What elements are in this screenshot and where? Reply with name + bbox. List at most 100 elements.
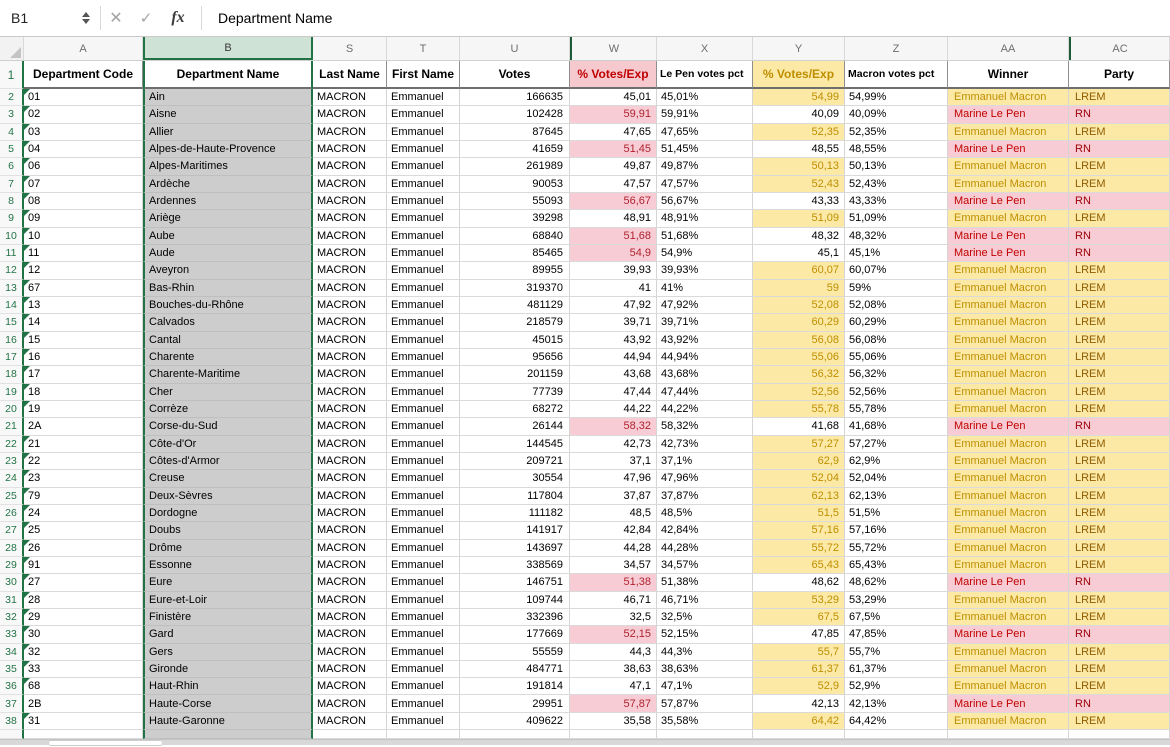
cell-last-name[interactable]: MACRON <box>313 175 387 193</box>
cell-first-name[interactable]: Emmanuel <box>387 158 460 176</box>
cell-macron-votes-exp[interactable]: 52,56 <box>753 383 845 401</box>
cell-votes[interactable]: 209721 <box>460 452 570 471</box>
row-number[interactable]: 31 <box>0 591 24 609</box>
cell-department-name[interactable]: Haute-Garonne <box>143 712 313 731</box>
spinner-up-icon[interactable] <box>82 12 90 17</box>
cell-lepen-votes-pct[interactable]: 34,57% <box>657 556 753 575</box>
cell-lepen-votes-exp[interactable]: 48,5 <box>570 504 657 523</box>
cell-last-name[interactable]: MACRON <box>313 712 387 731</box>
row-number[interactable]: 11 <box>0 244 24 263</box>
row-number[interactable]: 16 <box>0 331 24 349</box>
cell-first-name[interactable]: Emmanuel <box>387 608 460 627</box>
cell-department-name[interactable]: Ariège <box>143 210 313 228</box>
column-header-y[interactable]: Y <box>753 37 845 60</box>
cell-department-name[interactable]: Aude <box>143 244 313 263</box>
cell-macron-votes-exp[interactable]: 56,32 <box>753 366 845 384</box>
cell-winner[interactable]: Emmanuel Macron <box>948 452 1069 471</box>
cell-macron-votes-pct[interactable]: 52,9% <box>845 678 948 696</box>
cell-department-code[interactable]: 32 <box>24 643 143 661</box>
cell-lepen-votes-pct[interactable]: 51,38% <box>657 574 753 592</box>
cell-department-name[interactable]: Alpes-de-Haute-Provence <box>143 140 313 159</box>
cell-department-name[interactable]: Haute-Corse <box>143 695 313 713</box>
cell-last-name[interactable]: MACRON <box>313 522 387 540</box>
cell-department-code[interactable]: 22 <box>24 452 143 471</box>
row-number[interactable]: 14 <box>0 296 24 315</box>
cell-lepen-votes-exp[interactable]: 51,68 <box>570 227 657 245</box>
cell-last-name[interactable]: MACRON <box>313 210 387 228</box>
header-winner[interactable]: Winner <box>948 61 1069 89</box>
name-box-spinner[interactable] <box>82 12 90 24</box>
cell-last-name[interactable]: MACRON <box>313 400 387 419</box>
row-number[interactable]: 27 <box>0 522 24 540</box>
cell-department-name[interactable]: Aveyron <box>143 262 313 280</box>
cell-department-name[interactable]: Charente <box>143 348 313 367</box>
row-number[interactable]: 12 <box>0 262 24 280</box>
cell-department-code[interactable]: 29 <box>24 608 143 627</box>
cell-department-code[interactable]: 31 <box>24 712 143 731</box>
cell-macron-votes-pct[interactable]: 57,27% <box>845 435 948 453</box>
cell-first-name[interactable]: Emmanuel <box>387 106 460 124</box>
row-number[interactable]: 24 <box>0 470 24 488</box>
cell-first-name[interactable]: Emmanuel <box>387 123 460 141</box>
cell-lepen-votes-exp[interactable]: 39,93 <box>570 262 657 280</box>
cell-last-name[interactable]: MACRON <box>313 626 387 644</box>
cell-votes[interactable]: 146751 <box>460 574 570 592</box>
cell-party[interactable]: LREM <box>1069 279 1170 297</box>
cell-votes[interactable]: 218579 <box>460 314 570 332</box>
row-number[interactable]: 35 <box>0 660 24 679</box>
cell-macron-votes-exp[interactable]: 52,9 <box>753 678 845 696</box>
cell-lepen-votes-pct[interactable]: 47,44% <box>657 383 753 401</box>
cell-first-name[interactable]: Emmanuel <box>387 660 460 679</box>
cell-lepen-votes-pct[interactable]: 47,65% <box>657 123 753 141</box>
cell-macron-votes-exp[interactable]: 54,99 <box>753 89 845 107</box>
cell-first-name[interactable]: Emmanuel <box>387 626 460 644</box>
cell-macron-votes-pct[interactable]: 52,04% <box>845 470 948 488</box>
cell-department-code[interactable]: 33 <box>24 660 143 679</box>
cell-winner[interactable]: Marine Le Pen <box>948 192 1069 211</box>
cell-lepen-votes-pct[interactable]: 47,92% <box>657 296 753 315</box>
cell-department-name[interactable]: Aube <box>143 227 313 245</box>
column-header-u[interactable]: U <box>460 37 570 60</box>
cell-macron-votes-exp[interactable]: 57,16 <box>753 522 845 540</box>
row-number[interactable]: 20 <box>0 400 24 419</box>
cell-party[interactable]: LREM <box>1069 608 1170 627</box>
cell-lepen-votes-exp[interactable]: 57,87 <box>570 695 657 713</box>
cell-department-code[interactable]: 17 <box>24 366 143 384</box>
cell-department-code[interactable]: 07 <box>24 175 143 193</box>
cell-votes[interactable]: 319370 <box>460 279 570 297</box>
cell-macron-votes-exp[interactable]: 47,85 <box>753 626 845 644</box>
cell-party[interactable]: LREM <box>1069 539 1170 557</box>
cell-department-name[interactable]: Charente-Maritime <box>143 366 313 384</box>
cell-votes[interactable]: 55559 <box>460 643 570 661</box>
cell-lepen-votes-exp[interactable]: 44,22 <box>570 400 657 419</box>
cell-first-name[interactable]: Emmanuel <box>387 192 460 211</box>
row-number[interactable]: 18 <box>0 366 24 384</box>
cell-macron-votes-pct[interactable]: 51,5% <box>845 504 948 523</box>
cell-department-code[interactable]: 23 <box>24 470 143 488</box>
cell-first-name[interactable]: Emmanuel <box>387 452 460 471</box>
cell-last-name[interactable]: MACRON <box>313 106 387 124</box>
cell-department-name[interactable]: Bas-Rhin <box>143 279 313 297</box>
cell-macron-votes-exp[interactable]: 52,43 <box>753 175 845 193</box>
cell-macron-votes-pct[interactable]: 59% <box>845 279 948 297</box>
row-number[interactable]: 32 <box>0 608 24 627</box>
cell-lepen-votes-pct[interactable]: 59,91% <box>657 106 753 124</box>
cell-macron-votes-exp[interactable]: 60,29 <box>753 314 845 332</box>
cell-department-name[interactable]: Creuse <box>143 470 313 488</box>
cell-party[interactable]: LREM <box>1069 262 1170 280</box>
cell-votes[interactable]: 55093 <box>460 192 570 211</box>
row-number[interactable]: 21 <box>0 418 24 436</box>
cell-department-name[interactable]: Corse-du-Sud <box>143 418 313 436</box>
cell-party[interactable]: LREM <box>1069 712 1170 731</box>
cell-party[interactable]: LREM <box>1069 175 1170 193</box>
header-first-name[interactable]: First Name <box>387 61 460 89</box>
cell-last-name[interactable]: MACRON <box>313 296 387 315</box>
cell-macron-votes-pct[interactable]: 54,99% <box>845 89 948 107</box>
cell-macron-votes-pct[interactable]: 56,32% <box>845 366 948 384</box>
cell-party[interactable]: LREM <box>1069 470 1170 488</box>
cell-lepen-votes-pct[interactable]: 46,71% <box>657 591 753 609</box>
cell-macron-votes-pct[interactable]: 52,08% <box>845 296 948 315</box>
cell-last-name[interactable]: MACRON <box>313 556 387 575</box>
row-number[interactable]: 19 <box>0 383 24 401</box>
cell-votes[interactable]: 261989 <box>460 158 570 176</box>
